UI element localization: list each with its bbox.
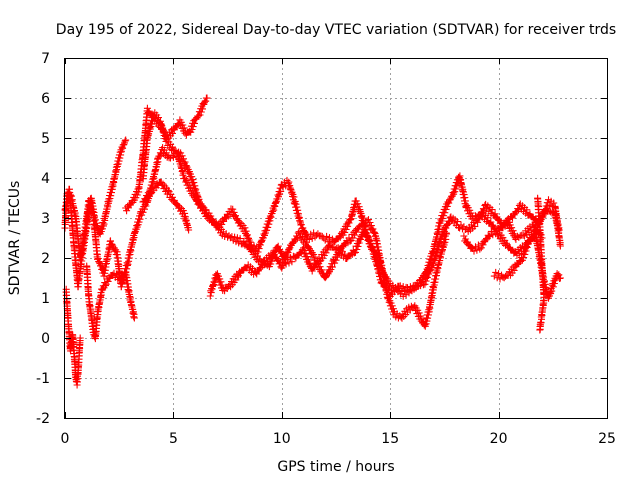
x-tick-label: 25 [598,431,616,447]
x-tick-label: 5 [169,431,178,447]
y-tick-label: 5 [41,131,50,147]
series-track-6 [139,109,564,300]
y-tick-label: -2 [36,411,50,427]
chart-title: Day 195 of 2022, Sidereal Day-to-day VTE… [56,22,616,38]
y-tick-label: 0 [41,331,50,347]
x-tick-label: 0 [61,431,70,447]
series-track-7 [139,178,193,234]
grid-lines [65,58,607,418]
y-axis-label: SDTVAR / TECUs [7,181,23,296]
plot-area-frame [64,58,608,419]
data-point-markers [83,262,138,343]
series-track-11 [460,216,546,255]
data-point-markers [206,216,451,330]
y-tick-label: -1 [36,371,50,387]
data-point-markers [62,285,84,389]
data-point-markers [139,109,564,300]
y-tick-label: 6 [41,91,50,107]
series-track-3 [62,285,84,389]
x-axis-label: GPS time / hours [277,459,394,475]
data-point-markers [460,216,546,255]
y-tick-label: 4 [41,171,50,187]
x-tick-label: 20 [490,431,508,447]
x-tick-label: 15 [381,431,399,447]
series-track-4 [83,262,138,343]
y-tick-label: 7 [41,51,50,67]
x-axis-tick-labels: 0 5 10 15 20 25 [61,431,616,447]
y-axis-tick-labels: -2 -1 0 1 2 3 4 5 6 7 [36,51,50,427]
x-tick-label: 10 [273,431,291,447]
series-track-8 [206,216,451,330]
y-tick-label: 2 [41,251,50,267]
data-series [61,94,564,389]
axis-ticks [65,58,608,419]
y-tick-label: 1 [41,291,50,307]
y-tick-label: 3 [41,211,50,227]
data-point-markers [139,178,193,234]
